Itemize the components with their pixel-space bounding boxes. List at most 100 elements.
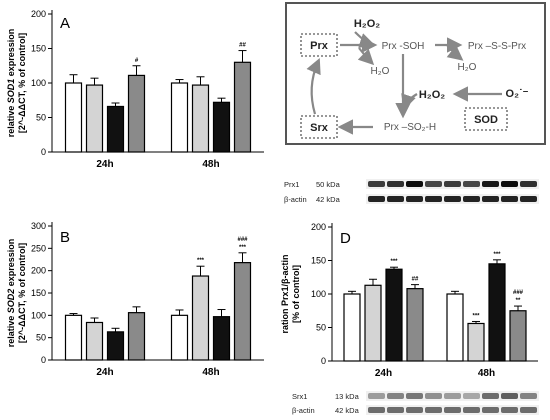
bar bbox=[191, 275, 210, 361]
y-tick-label: 50 bbox=[316, 323, 326, 333]
y-tick-label: 100 bbox=[31, 310, 46, 320]
blot-band bbox=[425, 196, 442, 202]
blot-band bbox=[387, 407, 404, 413]
significance-marker: *** bbox=[493, 252, 501, 258]
blot-band bbox=[387, 181, 404, 187]
sod-label: SOD bbox=[474, 114, 498, 126]
blot-band bbox=[501, 181, 518, 187]
y-tick-label: 100 bbox=[31, 78, 46, 88]
blot-band bbox=[387, 393, 404, 399]
actin2-blot-label: β-actin bbox=[292, 406, 315, 415]
blot-band bbox=[444, 407, 461, 413]
bar bbox=[467, 322, 485, 362]
bar bbox=[406, 288, 424, 362]
actin-blot-label: β-actin bbox=[284, 195, 307, 204]
blot-lane-bg bbox=[366, 194, 539, 204]
significance-marker: *** bbox=[239, 245, 247, 251]
blot-band bbox=[501, 393, 518, 399]
x-category-label: 24h bbox=[96, 367, 113, 378]
panel-label: A bbox=[60, 15, 70, 32]
actin-blot-size: 42 kDa bbox=[316, 195, 341, 204]
panel-label: D bbox=[340, 230, 351, 247]
x-category-label: 48h bbox=[202, 159, 219, 170]
significance-marker: ### bbox=[237, 237, 248, 243]
blot-band bbox=[501, 196, 518, 202]
prx-cycle-diagram: Prx H₂O₂ Prx -SOH Prx –S-S-Prx H₂O H₂O H… bbox=[285, 2, 546, 145]
prx-so2h-label: Prx –SO₂-H bbox=[384, 122, 436, 133]
blot-lane-bg bbox=[366, 179, 539, 189]
x-category-label: 48h bbox=[478, 368, 495, 379]
srx1-western-blot: Srx1 13 kDa β-actin 42 kDa bbox=[292, 391, 539, 415]
bar bbox=[509, 310, 527, 362]
y-tick-label: 0 bbox=[321, 356, 326, 366]
prx1-blot-label: Prx1 bbox=[284, 180, 299, 189]
y-tick-label: 50 bbox=[36, 113, 46, 123]
y-axis-label-line2: [2^-ΔΔCT, % of control] bbox=[17, 33, 27, 133]
prx1-ratio-bar-chart: D 0 50 100 150 200 ration Prx1/β-actin [% of co… bbox=[280, 222, 538, 379]
blot-band bbox=[463, 196, 480, 202]
blot-band bbox=[463, 407, 480, 413]
y-tick-label: 150 bbox=[31, 288, 46, 298]
srx1-blot-bands bbox=[366, 391, 539, 415]
y-axis-label: ration Prx1/β-actin bbox=[280, 254, 290, 333]
significance-marker: *** bbox=[472, 313, 480, 319]
bar bbox=[364, 284, 382, 362]
y-tick-label: 0 bbox=[41, 355, 46, 365]
prx-box bbox=[300, 33, 338, 57]
y-axis-label-line2: [% of control] bbox=[291, 265, 301, 323]
blot-band bbox=[406, 393, 423, 399]
prx-ssprx-label: Prx –S-S-Prx bbox=[468, 41, 526, 52]
blot-band bbox=[368, 393, 385, 399]
bar bbox=[212, 101, 231, 153]
h2o2-in-arrow bbox=[354, 31, 376, 48]
y-tick-label: 200 bbox=[311, 222, 326, 232]
bar bbox=[233, 262, 252, 361]
bar bbox=[233, 61, 252, 153]
blot-band bbox=[425, 393, 442, 399]
blot-band bbox=[463, 181, 480, 187]
bar bbox=[343, 293, 361, 362]
blot-band bbox=[425, 181, 442, 187]
blot-band bbox=[482, 181, 499, 187]
y-tick-label: 50 bbox=[36, 333, 46, 343]
blot-band bbox=[368, 181, 385, 187]
blot-band bbox=[368, 407, 385, 413]
panel-label: B bbox=[60, 229, 70, 246]
significance-marker: ### bbox=[513, 290, 524, 296]
bar bbox=[127, 74, 146, 153]
y-tick-label: 0 bbox=[41, 147, 46, 157]
bar bbox=[488, 263, 506, 362]
h2o-label-2: H₂O bbox=[458, 62, 477, 73]
x-category-label: 24h bbox=[375, 368, 392, 379]
blot-band bbox=[444, 196, 461, 202]
x-category-label: 24h bbox=[96, 159, 113, 170]
blot-band bbox=[444, 181, 461, 187]
significance-marker: # bbox=[135, 58, 139, 64]
significance-marker: ** bbox=[516, 298, 521, 304]
bar bbox=[191, 84, 210, 153]
h2o-out-arrow bbox=[357, 47, 375, 66]
significance-marker: ## bbox=[239, 43, 246, 49]
blot-band bbox=[501, 407, 518, 413]
bar bbox=[64, 314, 83, 361]
blot-band bbox=[406, 196, 423, 202]
y-tick-label: 150 bbox=[311, 256, 326, 266]
blot-band bbox=[463, 393, 480, 399]
diagram-frame bbox=[285, 2, 546, 145]
sod1-bar-chart: A 0 50 100 150 200 relative SOD1 expression [2^… bbox=[6, 9, 264, 170]
prx-soh-label: Prx -SOH bbox=[382, 41, 425, 52]
x-category-label: 48h bbox=[202, 367, 219, 378]
actin2-blot-size: 42 kDa bbox=[335, 406, 360, 415]
y-tick-label: 100 bbox=[311, 289, 326, 299]
prx1-blot-size: 50 kDa bbox=[316, 180, 341, 189]
h2o-out-arrow-2 bbox=[446, 44, 464, 61]
y-axis-label-line2: [2^-ΔΔCT, % of control] bbox=[17, 243, 27, 343]
blot-band bbox=[406, 407, 423, 413]
h2o-label-1: H₂O bbox=[371, 66, 390, 77]
blot-band bbox=[520, 181, 537, 187]
bar bbox=[170, 314, 189, 361]
bar bbox=[212, 316, 231, 361]
y-tick-label: 200 bbox=[31, 9, 46, 19]
blot-band bbox=[368, 196, 385, 202]
srx-box bbox=[300, 115, 338, 139]
